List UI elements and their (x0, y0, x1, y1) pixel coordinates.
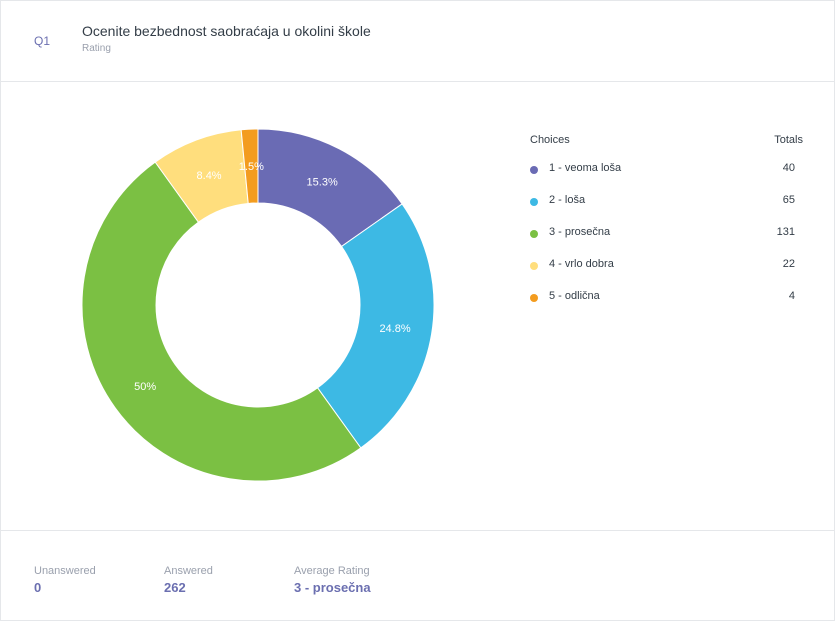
legend-item-3[interactable]: 3 - prosečna 131 (530, 218, 805, 250)
slice-percent-label-1: 15.3% (307, 177, 338, 189)
legend-dot-icon (530, 262, 538, 270)
legend-item-4[interactable]: 4 - vrlo dobra 22 (530, 250, 805, 282)
chart-area: 15.3% 24.8% 50% 8.4% 1.5% (1, 82, 834, 529)
legend-label: 2 - loša (549, 194, 586, 206)
answered-label: Answered (164, 565, 213, 577)
slice-percent-label-5: 1.5% (239, 161, 264, 173)
legend-header: Choices Totals (530, 134, 805, 154)
legend-rows: 1 - veoma loša 40 2 - loša 65 3 - prosečna 13… (530, 154, 805, 314)
donut-slice-3[interactable] (81, 161, 362, 482)
slice-percent-label-2: 24.8% (379, 323, 410, 335)
legend-label: 1 - veoma loša (549, 162, 622, 174)
legend-dot-icon (530, 166, 538, 174)
legend-item-5[interactable]: 5 - odlična 4 (530, 282, 805, 314)
donut-slice-5[interactable] (240, 128, 259, 205)
slice-percent-label-4: 8.4% (197, 170, 222, 182)
legend-item-2[interactable]: 2 - loša 65 (530, 186, 805, 218)
legend-total: 40 (782, 162, 795, 174)
donut-chart: 15.3% 24.8% 50% 8.4% 1.5% (81, 128, 435, 482)
answered-stat: Answered 262 (164, 565, 213, 595)
average-rating-value: 3 - prosečna (294, 580, 371, 595)
legend-label: 4 - vrlo dobra (549, 258, 614, 270)
choices-header: Choices (530, 134, 570, 146)
legend-dot-icon (530, 230, 538, 238)
legend-label: 5 - odlična (549, 290, 600, 302)
question-type: Rating (82, 43, 111, 54)
question-number: Q1 (34, 34, 51, 48)
legend-dot-icon (530, 294, 538, 302)
unanswered-stat: Unanswered 0 (34, 565, 96, 595)
chart-legend: Choices Totals 1 - veoma loša 40 2 - loša 6… (530, 134, 805, 314)
answered-value: 262 (164, 580, 186, 595)
legend-total: 131 (776, 226, 795, 238)
average-rating-label: Average Rating (294, 565, 370, 577)
legend-total: 65 (782, 194, 795, 206)
summary-footer: Unanswered 0 Answered 262 Average Rating… (1, 530, 834, 621)
legend-label: 3 - prosečna (549, 226, 611, 238)
average-rating-stat: Average Rating 3 - prosečna (294, 565, 371, 595)
unanswered-value: 0 (34, 580, 42, 595)
question-title: Ocenite bezbednost saobraćaja u okolini … (82, 23, 371, 39)
legend-item-1[interactable]: 1 - veoma loša 40 (530, 154, 805, 186)
legend-total: 22 (782, 258, 795, 270)
unanswered-label: Unanswered (34, 565, 96, 577)
legend-dot-icon (530, 198, 538, 206)
legend-total: 4 (788, 290, 795, 302)
donut-slice-2[interactable] (316, 203, 435, 449)
totals-header: Totals (774, 134, 803, 146)
question-header: Q1 Ocenite bezbednost saobraćaja u okoli… (1, 1, 834, 82)
slice-percent-label-3: 50% (134, 381, 156, 393)
